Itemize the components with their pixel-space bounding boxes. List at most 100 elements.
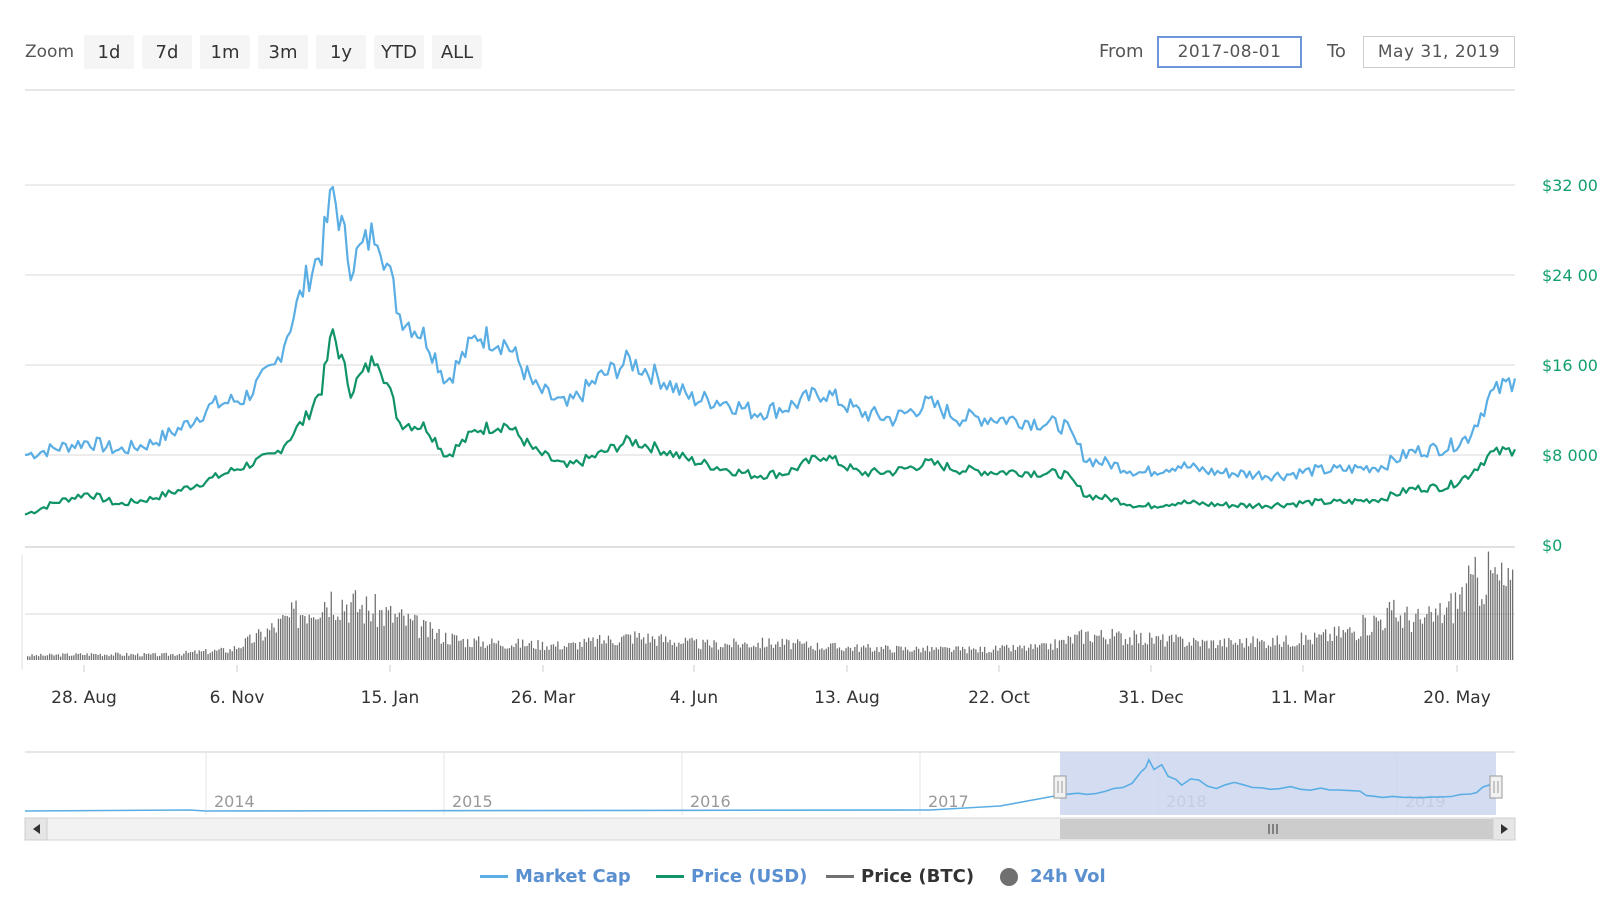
volume-bar — [495, 643, 497, 660]
volume-bar — [508, 647, 511, 660]
volume-bar — [882, 648, 885, 660]
volume-bar — [192, 651, 194, 660]
zoom-7d-button[interactable]: 7d — [142, 35, 192, 69]
volume-bar — [834, 642, 836, 660]
volume-bar — [981, 652, 984, 660]
volume-bar — [537, 640, 539, 660]
volume-bar — [1069, 637, 1072, 660]
volume-bar — [783, 644, 786, 660]
volume-bar — [885, 645, 887, 660]
volume-bar — [519, 647, 522, 660]
navigator-scrollbar[interactable] — [24, 817, 1516, 841]
navigator-selection — [1060, 752, 1496, 815]
volume-bar — [1496, 574, 1498, 660]
volume-bar — [167, 655, 170, 660]
navigator-right-handle[interactable] — [1489, 775, 1503, 799]
zoom-ytd-button[interactable]: YTD — [374, 35, 424, 69]
volume-bar — [706, 639, 709, 660]
volume-bar — [449, 644, 451, 660]
volume-bar — [566, 647, 568, 660]
volume-bar — [1012, 645, 1014, 660]
volume-bar — [38, 656, 40, 660]
volume-bar — [1298, 643, 1300, 660]
volume-bar — [1094, 634, 1096, 660]
volume-bar — [841, 650, 843, 660]
navigator[interactable]: 201420152016201720182019 — [24, 751, 1516, 841]
zoom-1d-button[interactable]: 1d — [84, 35, 134, 69]
volume-bar — [922, 647, 924, 660]
volume-bar — [599, 634, 601, 660]
volume-bar — [1237, 644, 1239, 660]
volume-bar — [385, 607, 387, 660]
volume-bar — [929, 651, 931, 660]
volume-bar — [82, 654, 84, 660]
x-axis-tick-label: 11. Mar — [1271, 688, 1336, 708]
volume-bar — [759, 648, 761, 660]
volume-bar — [704, 642, 706, 660]
from-date-input[interactable]: 2017-08-01 — [1157, 36, 1302, 68]
volume-bar — [1190, 645, 1193, 660]
volume-bar — [200, 651, 203, 660]
volume-bar — [755, 647, 757, 660]
volume-bar — [438, 628, 440, 660]
legend-item-market-cap[interactable]: Market Cap — [480, 866, 631, 887]
volume-bar — [194, 650, 196, 660]
volume-bar — [968, 646, 970, 660]
volume-bar — [984, 646, 986, 660]
volume-bar — [1419, 619, 1421, 660]
volume-bar — [1468, 565, 1470, 660]
volume-bar — [418, 637, 420, 660]
volume-bar — [282, 614, 284, 660]
volume-bar — [1052, 649, 1054, 660]
volume-bar — [511, 645, 513, 660]
zoom-3m-button[interactable]: 3m — [258, 35, 308, 69]
legend-item-price-usd[interactable]: Price (USD) — [656, 866, 807, 887]
volume-bar — [788, 640, 790, 660]
volume-bar — [869, 647, 871, 660]
legend-item-24h-vol[interactable]: 24h Vol — [1000, 866, 1106, 887]
volume-bar — [462, 638, 464, 660]
volume-bar — [656, 645, 658, 660]
volume-bar — [343, 611, 346, 660]
zoom-all-button[interactable]: ALL — [432, 35, 482, 69]
volume-bar — [1285, 635, 1287, 660]
volume-bar — [744, 642, 746, 660]
volume-bar — [97, 655, 99, 660]
zoom-1y-button[interactable]: 1y — [316, 35, 366, 69]
volume-bar — [577, 649, 579, 660]
volume-bar — [825, 648, 827, 660]
volume-bar — [302, 614, 304, 660]
volume-bar — [112, 655, 115, 660]
volume-bar — [535, 649, 537, 660]
volume-bar — [176, 655, 178, 660]
volume-bar — [733, 638, 735, 660]
volume-bar — [139, 656, 141, 660]
zoom-1m-button[interactable]: 1m — [200, 35, 250, 69]
volume-bar — [711, 647, 713, 660]
volume-bar — [634, 631, 636, 660]
volume-bar — [944, 646, 946, 660]
volume-bar — [948, 647, 951, 660]
volume-bar — [1195, 640, 1197, 660]
volume-bar — [1344, 632, 1347, 660]
to-date-input[interactable]: May 31, 2019 — [1363, 36, 1515, 68]
volume-bar — [423, 619, 425, 660]
volume-bar — [777, 641, 779, 660]
volume-bar — [1076, 634, 1078, 660]
volume-bar — [1278, 644, 1281, 660]
x-axis-tick-label: 20. May — [1423, 688, 1491, 708]
legend-item-price-btc[interactable]: Price (BTC) — [826, 866, 974, 887]
volume-bar — [1439, 602, 1441, 660]
navigator-left-handle[interactable] — [1053, 775, 1067, 799]
volume-bar — [1109, 638, 1111, 660]
volume-bar — [1078, 631, 1080, 660]
volume-bar — [843, 651, 845, 660]
volume-bar — [821, 648, 823, 660]
volume-bar — [363, 623, 365, 660]
volume-bar — [1362, 614, 1364, 660]
volume-bar — [42, 655, 44, 660]
volume-bar — [959, 650, 962, 660]
volume-bar — [1472, 574, 1474, 660]
volume-bar — [381, 610, 383, 660]
volume-bar — [1239, 639, 1241, 660]
